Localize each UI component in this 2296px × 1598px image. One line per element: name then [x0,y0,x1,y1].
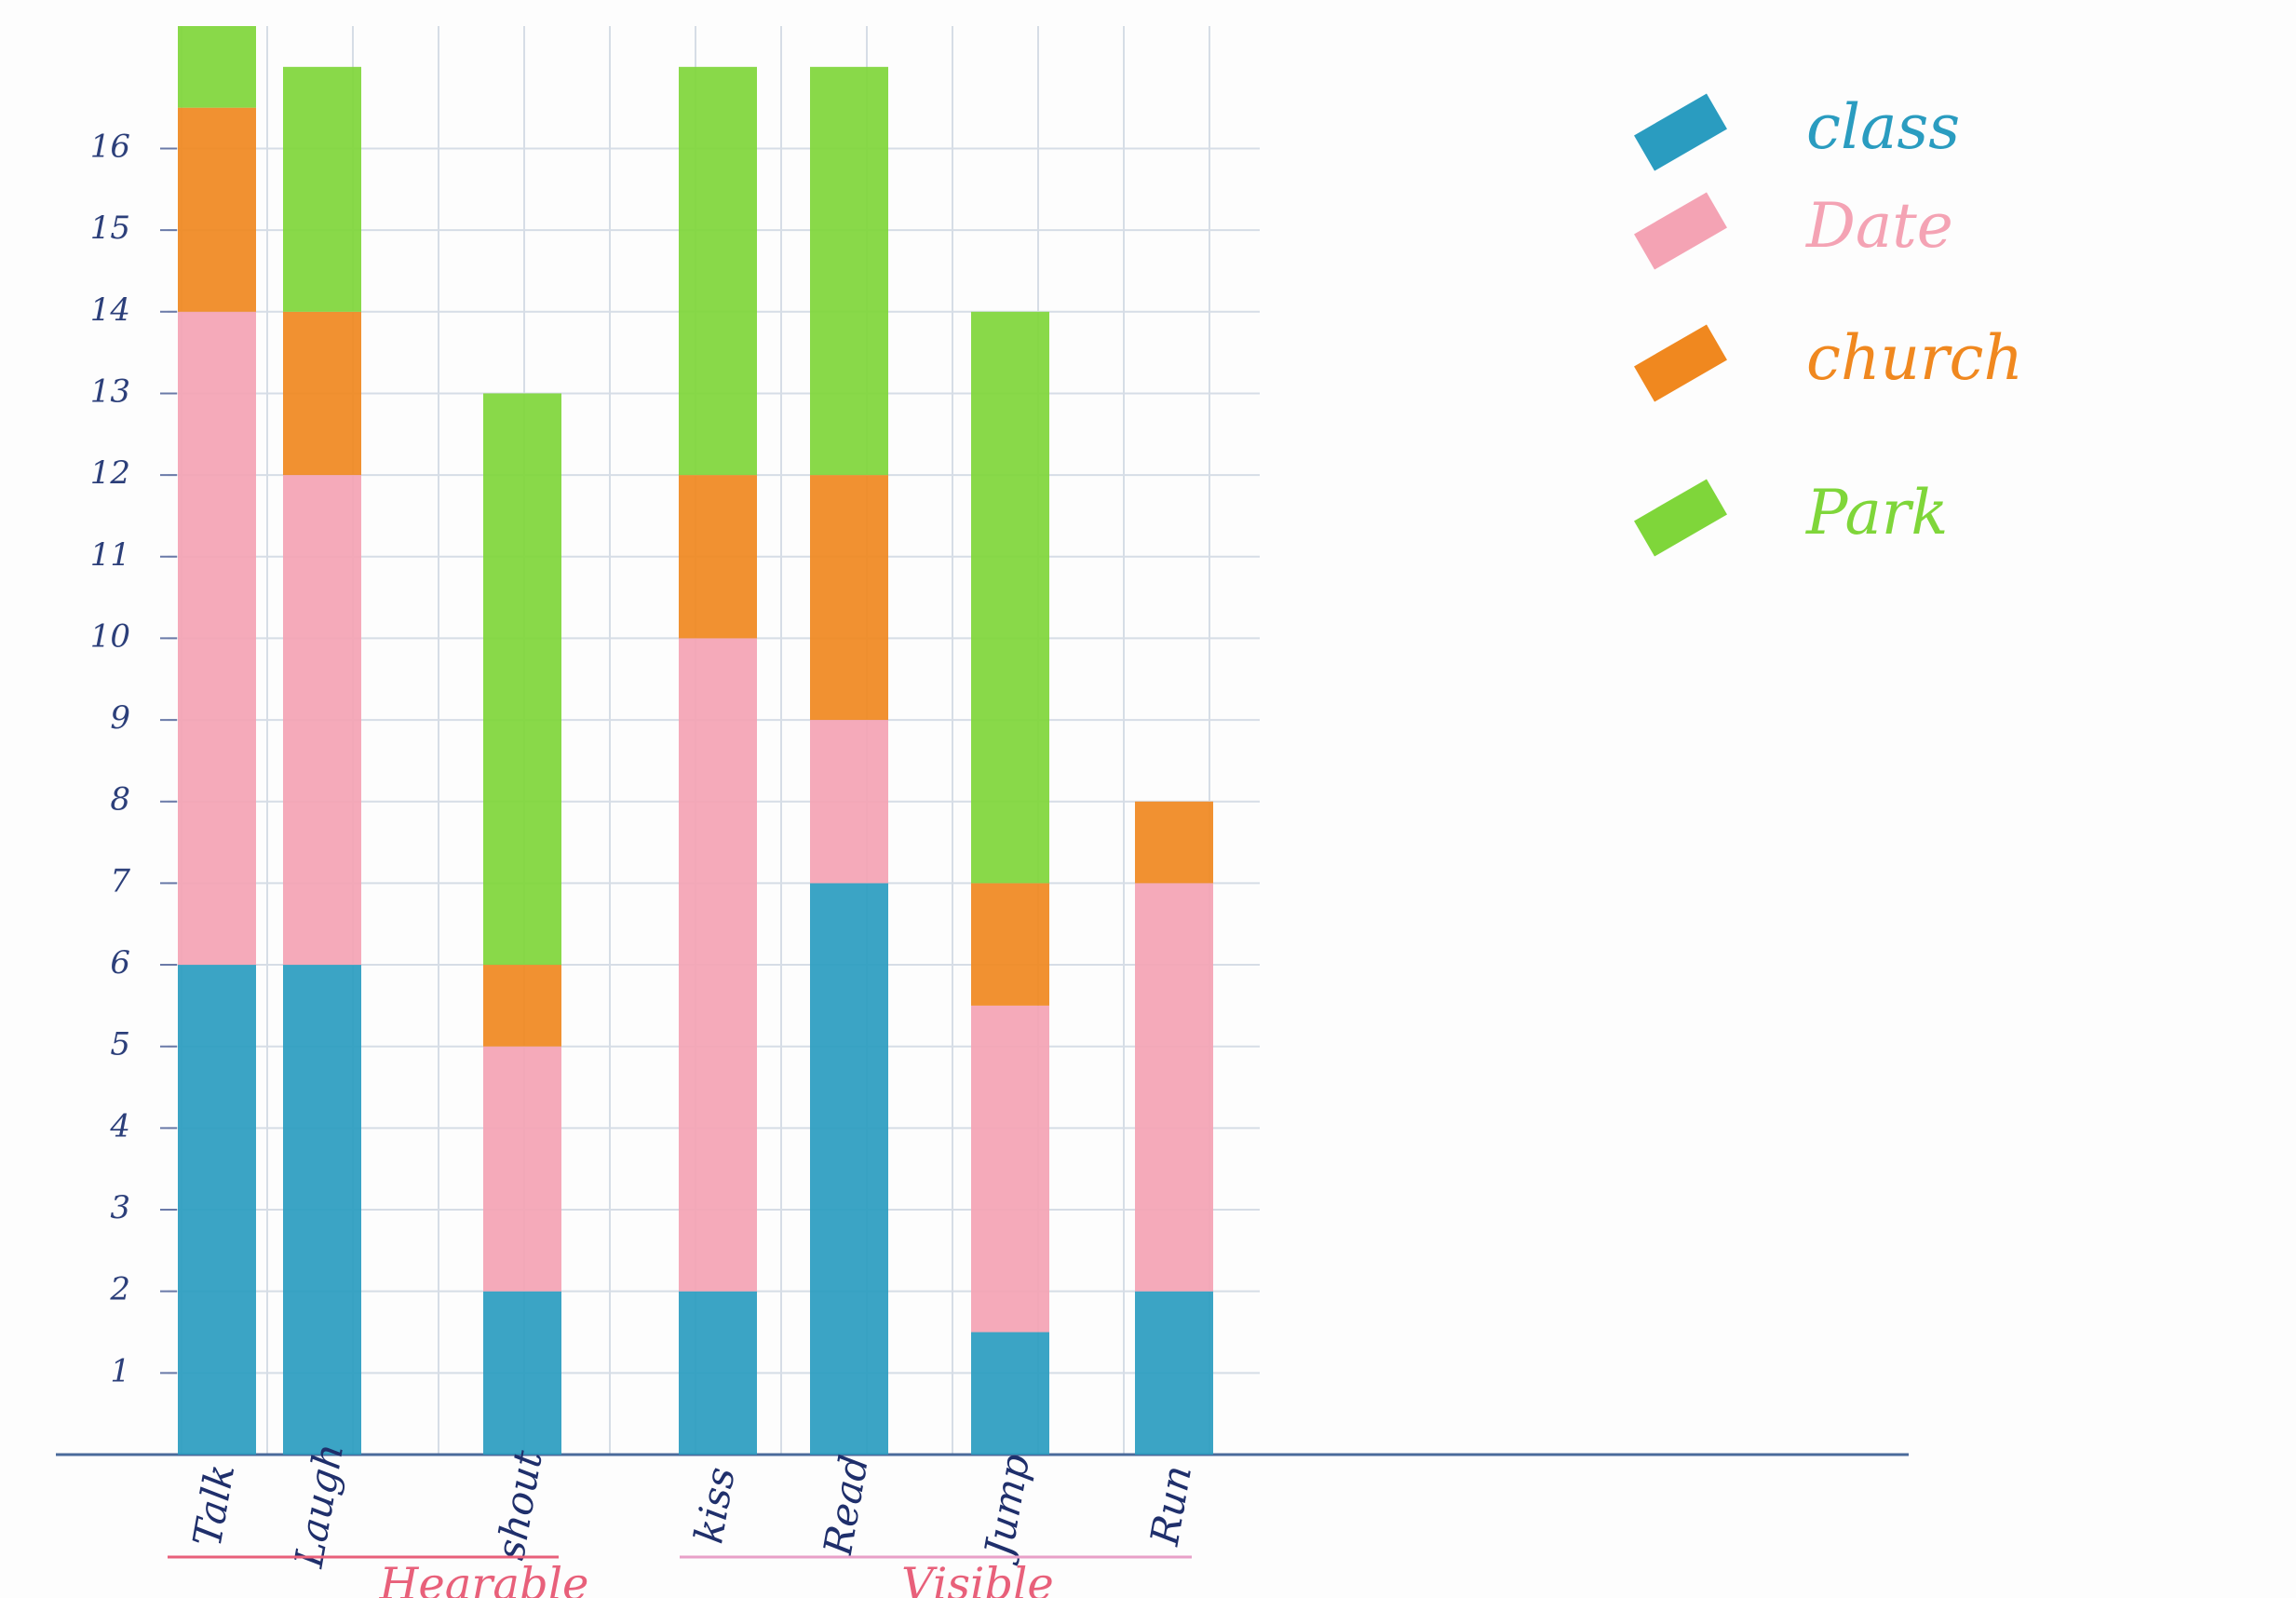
group-label: Hearable [379,1559,589,1598]
bar-segment [971,883,1049,1006]
y-tick-label: 12 [90,454,130,492]
y-tick-label: 2 [109,1271,130,1308]
bar-segment [810,66,888,476]
bar-segment [178,107,256,312]
y-tick-label: 10 [90,617,130,655]
bar-segment [178,965,256,1455]
bar-segment [283,66,361,312]
y-tick-label: 14 [90,291,130,329]
y-tick-label: 1 [110,1352,130,1389]
legend-label: church [1806,322,2023,394]
bar-segment [810,720,888,884]
y-tick-label: 16 [90,128,130,165]
legend-label: class [1806,91,1960,163]
bar-segment [810,883,888,1455]
bar-segment [971,1005,1049,1333]
bar-segment [679,638,757,1292]
bar-segment [810,475,888,721]
y-tick-label: 7 [110,862,130,900]
legend-label: Date [1805,190,1953,262]
y-tick-label: 9 [110,699,130,737]
bar-segment [283,965,361,1455]
bar-segment [483,1046,561,1292]
legend-swatch [1634,324,1727,402]
bar-segment [483,965,561,1047]
y-tick-label: 13 [90,372,130,410]
bar-segment [178,311,256,966]
y-tick-label: 15 [90,210,130,247]
legend-swatch [1634,93,1727,171]
legend: class Date church Park [1634,91,2023,557]
bar-segment [679,475,757,639]
y-tick-label: 5 [110,1026,130,1063]
bar-segment [1135,1291,1213,1455]
bar-segment [679,1291,757,1455]
y-tick-label: 6 [110,944,130,982]
legend-label: Park [1805,477,1948,548]
legend-swatch [1634,192,1727,270]
y-tick-label: 11 [90,536,130,574]
bar-segment [178,26,256,108]
bar-segment [483,393,561,966]
bar-segment [283,475,361,966]
bar-segment [283,311,361,476]
bar-segment [971,1332,1049,1455]
bar-segment [679,66,757,476]
bar-segment [1135,801,1213,884]
legend-swatch [1634,479,1727,557]
y-tick-label: 8 [110,781,130,819]
y-tick-label: 3 [110,1189,130,1226]
bar-segment [1135,883,1213,1292]
y-tick-label: 4 [109,1107,130,1144]
bar-segment [971,311,1049,884]
group-label: Visible [901,1559,1054,1598]
bar-segment [483,1291,561,1455]
bars [178,26,1213,1455]
